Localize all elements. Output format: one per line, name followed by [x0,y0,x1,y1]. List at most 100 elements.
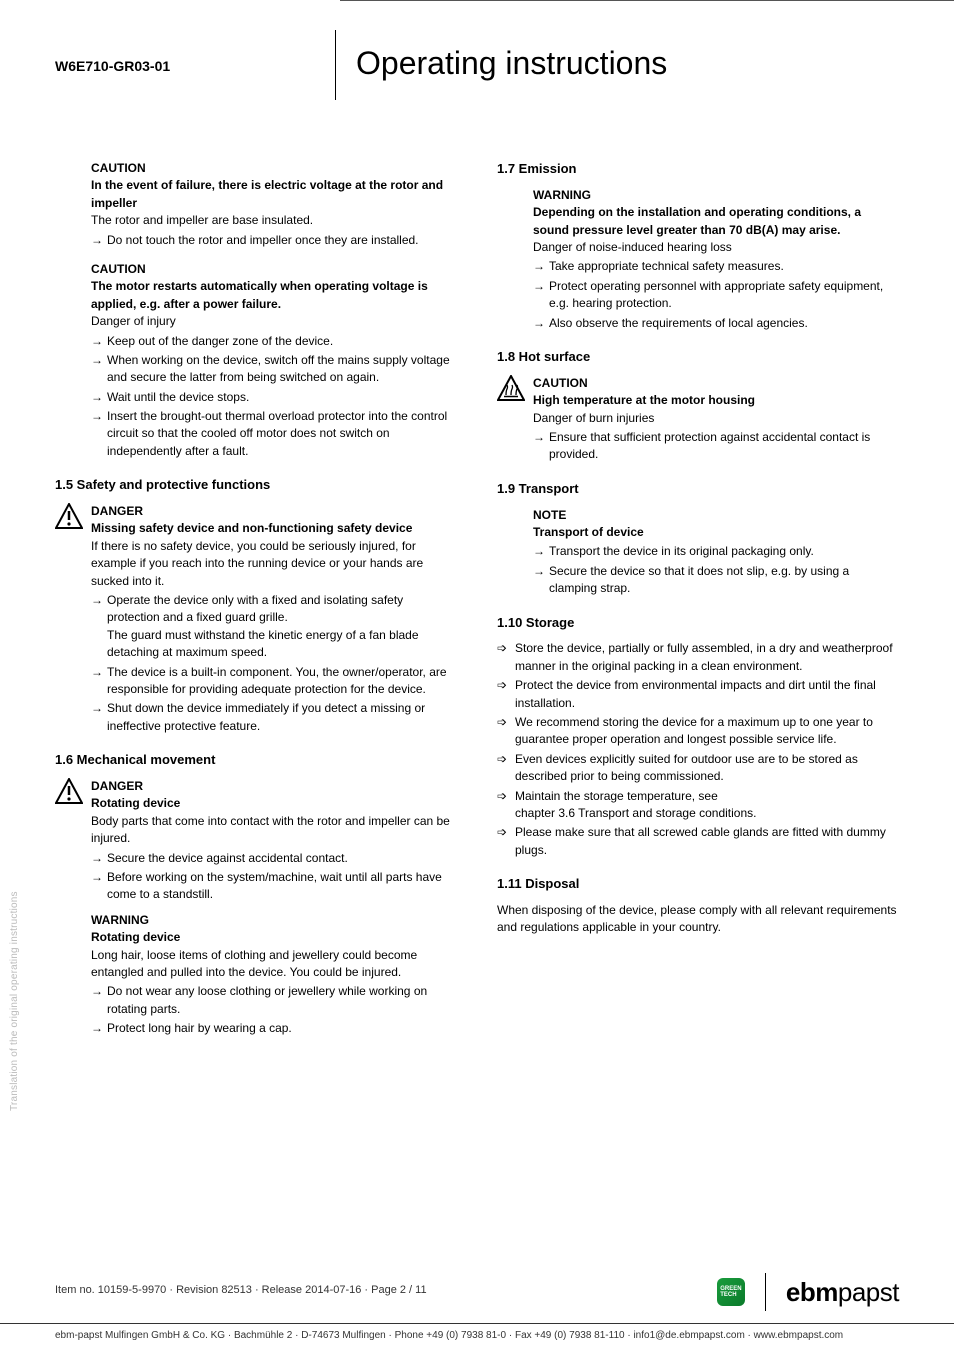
brand-bold: ebm [786,1277,838,1307]
warning-triangle-icon [55,503,83,735]
arrow-item: →Operate the device only with a fixed an… [91,592,457,662]
warning-label: WARNING [533,187,899,204]
arrow-icon: → [91,1020,107,1037]
caution-label: CAUTION [91,160,457,177]
arrow-icon: → [91,983,107,1018]
danger-plain-text: If there is no safety device, you could … [91,538,457,590]
page: W6E710-GR03-01 Operating instructions CA… [0,0,954,1351]
danger-block: DANGER Rotating device Body parts that c… [55,778,457,904]
content-columns: CAUTION In the event of failure, there i… [55,160,899,1049]
warning-plain-text: Danger of noise-induced hearing loss [533,239,899,256]
arrow-icon: → [533,429,549,464]
left-column: CAUTION In the event of failure, there i… [55,160,457,1049]
arrow-icon: → [533,563,549,598]
bullet-icon: ➩ [497,788,515,823]
warning-block: WARNING Depending on the installation an… [497,187,899,332]
arrow-item: →Ensure that sufficient protection again… [533,429,899,464]
arrow-icon: → [91,232,107,249]
arrow-icon: → [91,352,107,387]
bullet-icon: ➩ [497,751,515,786]
arrow-item: →Also observe the requirements of local … [533,315,899,332]
arrow-item: →Protect operating personnel with approp… [533,278,899,313]
arrow-text: Protect long hair by wearing a cap. [107,1020,457,1037]
caution-block-1: CAUTION In the event of failure, there i… [55,160,457,249]
caution-bold-text: In the event of failure, there is electr… [91,177,457,212]
arrow-text: Transport the device in its original pac… [549,543,899,560]
caution-plain-text: Danger of injury [91,313,457,330]
danger-block: DANGER Missing safety device and non-fun… [55,503,457,735]
section-title-1-7: 1.7 Emission [497,160,899,179]
arrow-text: Shut down the device immediately if you … [107,700,457,735]
caution-bold-text: The motor restarts automatically when op… [91,278,457,313]
bullet-text: Even devices explicitly suited for outdo… [515,751,899,786]
caution-label: CAUTION [533,375,899,392]
disposal-text: When disposing of the device, please com… [497,902,899,937]
arrow-item: →Secure the device so that it does not s… [533,563,899,598]
arrow-text: Insert the brought-out thermal overload … [107,408,457,460]
part-number: W6E710-GR03-01 [55,50,335,74]
section-title-1-6: 1.6 Mechanical movement [55,751,457,770]
arrow-sub-text: The guard must withstand the kinetic ene… [107,628,419,659]
caution-plain-text: The rotor and impeller are base insulate… [91,212,457,229]
caution-content: CAUTION High temperature at the motor ho… [533,375,899,464]
danger-label: DANGER [91,778,457,795]
top-border [340,0,954,1]
arrow-icon: → [91,389,107,406]
arrow-item: →Do not wear any loose clothing or jewel… [91,983,457,1018]
danger-bold-text: Missing safety device and non-functionin… [91,520,457,537]
bullet-item: ➩Maintain the storage temperature, see c… [497,788,899,823]
warning-plain-text: Long hair, loose items of clothing and j… [91,947,457,982]
right-column: 1.7 Emission WARNING Depending on the in… [497,160,899,1049]
section-title-1-10: 1.10 Storage [497,614,899,633]
arrow-text: Ensure that sufficient protection agains… [549,429,899,464]
brand-logo: ebmpapst [786,1277,899,1308]
logo-area: GREENTECH ebmpapst [717,1273,899,1311]
arrow-text: Wait until the device stops. [107,389,457,406]
arrow-icon: → [91,664,107,699]
arrow-item: →Shut down the device immediately if you… [91,700,457,735]
section-title-1-9: 1.9 Transport [497,480,899,499]
arrow-text: Do not touch the rotor and impeller once… [107,232,457,249]
note-label: NOTE [533,507,899,524]
warning-bold-text: Depending on the installation and operat… [533,204,899,239]
arrow-text: Keep out of the danger zone of the devic… [107,333,457,350]
bullet-text: Store the device, partially or fully ass… [515,640,899,675]
warning-label: WARNING [91,912,457,929]
bullet-item: ➩Store the device, partially or fully as… [497,640,899,675]
section-title-1-5: 1.5 Safety and protective functions [55,476,457,495]
note-block: NOTE Transport of device →Transport the … [497,507,899,598]
bullet-icon: ➩ [497,824,515,859]
bullet-item: ➩Please make sure that all screwed cable… [497,824,899,859]
danger-bold-text: Rotating device [91,795,457,812]
header-divider [335,30,336,100]
arrow-text: Do not wear any loose clothing or jewell… [107,983,457,1018]
warning-block: WARNING Rotating device Long hair, loose… [55,912,457,1038]
arrow-text: The device is a built-in component. You,… [107,664,457,699]
arrow-text: Before working on the system/machine, wa… [107,869,457,904]
arrow-item: → Do not touch the rotor and impeller on… [91,232,457,249]
brand-thin: papst [838,1277,899,1307]
bullet-item: ➩Even devices explicitly suited for outd… [497,751,899,786]
bullet-icon: ➩ [497,640,515,675]
bullet-text: Please make sure that all screwed cable … [515,824,899,859]
document-title: Operating instructions [356,45,667,82]
arrow-item: →Keep out of the danger zone of the devi… [91,333,457,350]
arrow-icon: → [91,869,107,904]
arrow-text: Operate the device only with a fixed and… [107,592,457,662]
caution-bold-text: High temperature at the motor housing [533,392,899,409]
arrow-item: →Protect long hair by wearing a cap. [91,1020,457,1037]
arrow-item: →Take appropriate technical safety measu… [533,258,899,275]
bullet-text: We recommend storing the device for a ma… [515,714,899,749]
storage-block: ➩Store the device, partially or fully as… [497,640,899,859]
danger-content: DANGER Missing safety device and non-fun… [91,503,457,735]
bullet-icon: ➩ [497,677,515,712]
arrow-text: When working on the device, switch off t… [107,352,457,387]
arrow-text: Also observe the requirements of local a… [549,315,899,332]
warning-triangle-icon [55,778,83,904]
bullet-text: Maintain the storage temperature, see ch… [515,788,756,823]
arrow-item: →Transport the device in its original pa… [533,543,899,560]
sidebar-vertical-label: Translation of the original operating in… [9,891,20,1111]
danger-label: DANGER [91,503,457,520]
arrow-item: →Secure the device against accidental co… [91,850,457,867]
arrow-text: Take appropriate technical safety measur… [549,258,899,275]
